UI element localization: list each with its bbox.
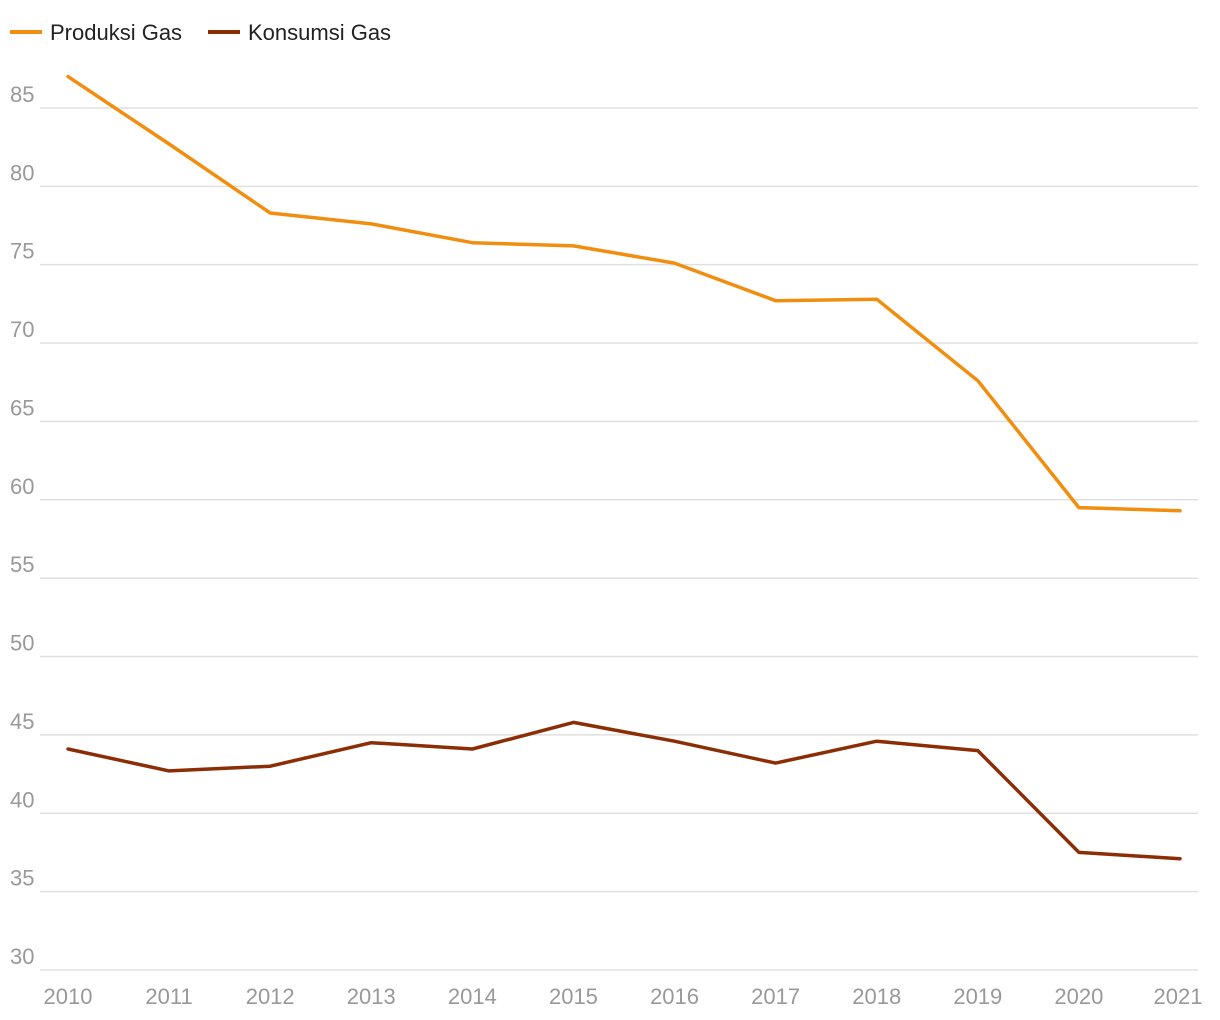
x-tick-label-2021: 2021	[1154, 984, 1203, 1009]
chart-legend: Produksi Gas Konsumsi Gas	[10, 20, 391, 45]
y-tick-label-60: 60	[10, 474, 34, 499]
y-tick-label-40: 40	[10, 787, 34, 812]
y-tick-label-80: 80	[10, 160, 34, 185]
x-axis: 2010 2011 2012 2013 2014 2015 2016 2017 2018 2019…	[44, 984, 1203, 1009]
x-tick-label-2012: 2012	[246, 984, 295, 1009]
series-line-produksi-gas	[66, 74, 1182, 513]
x-tick-label-2019: 2019	[953, 984, 1002, 1009]
y-tick-label-70: 70	[10, 317, 34, 342]
x-tick-label-2011: 2011	[145, 984, 192, 1009]
x-tick-label-2013: 2013	[347, 984, 396, 1009]
legend-item-konsumsi-gas: Konsumsi Gas	[208, 20, 391, 45]
plot-series	[66, 74, 1182, 861]
y-tick-label-75: 75	[10, 239, 34, 264]
y-tick-label-45: 45	[10, 709, 34, 734]
legend-label-produksi-gas: Produksi Gas	[50, 20, 182, 45]
x-tick-label-2015: 2015	[549, 984, 598, 1009]
series-line-konsumsi-gas	[66, 720, 1182, 861]
x-tick-label-2014: 2014	[448, 984, 497, 1009]
legend-item-produksi-gas: Produksi Gas	[10, 20, 182, 45]
x-tick-label-2020: 2020	[1054, 984, 1103, 1009]
gridlines	[40, 107, 1198, 971]
y-tick-label-35: 35	[10, 866, 34, 891]
x-tick-label-2017: 2017	[751, 984, 800, 1009]
x-tick-label-2018: 2018	[852, 984, 901, 1009]
y-tick-label-65: 65	[10, 395, 34, 420]
y-tick-label-55: 55	[10, 552, 34, 577]
legend-label-konsumsi-gas: Konsumsi Gas	[248, 20, 391, 45]
x-tick-label-2010: 2010	[44, 984, 93, 1009]
y-tick-label-85: 85	[10, 82, 34, 107]
x-tick-label-2016: 2016	[650, 984, 699, 1009]
y-tick-label-30: 30	[10, 944, 34, 969]
y-axis: 30 35 40 45 50 55 60 65 70 75 80 85	[10, 82, 34, 969]
y-tick-label-50: 50	[10, 631, 34, 656]
